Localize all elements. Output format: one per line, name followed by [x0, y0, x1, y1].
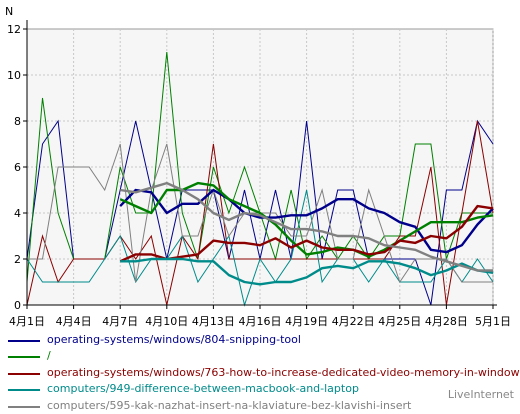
- legend-item: operating-systems/windows/763-how-to-inc…: [8, 365, 520, 381]
- series-group: [26, 51, 494, 307]
- legend-item: computers/595-kak-nazhat-insert-na-klavi…: [8, 398, 520, 414]
- legend-swatch: [8, 405, 40, 408]
- legend-label: computers/949-difference-between-macbook…: [47, 382, 359, 396]
- y-tick-label: 2: [14, 253, 21, 266]
- y-ticks: 0 2 4 6 8 10 12: [7, 23, 27, 312]
- legend-label: computers/595-kak-nazhat-insert-na-klavi…: [47, 398, 412, 412]
- x-tick-label: 4月22日: [332, 315, 375, 328]
- x-tick-label: 4月1日: [9, 315, 45, 328]
- legend-item: computers/949-difference-between-macbook…: [8, 381, 520, 397]
- legend-swatch: [8, 372, 40, 375]
- y-tick-label: 6: [14, 161, 21, 174]
- legend-label: /: [47, 349, 51, 363]
- x-tick-label: 5月1日: [475, 315, 511, 328]
- x-tick-label: 4月28日: [425, 315, 468, 328]
- series-3-trend-line: [119, 204, 494, 263]
- x-tick-label: 4月10日: [145, 315, 188, 328]
- legend-swatch: [8, 356, 40, 359]
- x-tick-label: 4月4日: [56, 315, 92, 328]
- footer-brand: LiveInternet: [447, 388, 514, 401]
- legend-swatch: [8, 389, 40, 392]
- y-tick-label: 10: [7, 69, 21, 82]
- y-tick-label: 12: [7, 23, 21, 36]
- x-tick-label: 4月16日: [239, 315, 282, 328]
- x-tick-label: 4月25日: [378, 315, 421, 328]
- y-tick-label: 0: [14, 299, 21, 312]
- y-tick-label: 4: [14, 207, 21, 220]
- y-tick-label: 8: [14, 115, 21, 128]
- series-1-trend-line: [119, 188, 494, 254]
- x-ticks: 4月1日 4月4日 4月7日 4月10日 4月13日 4月16日 4月19日 4月22日 4月2…: [9, 305, 511, 328]
- x-tick-label: 4月19日: [285, 315, 328, 328]
- series-4-daily-line: [26, 189, 494, 307]
- legend: operating-systems/windows/804-snipping-t…: [8, 332, 520, 414]
- legend-label: operating-systems/windows/763-how-to-inc…: [47, 365, 520, 379]
- y-axis-label: N: [5, 5, 13, 18]
- legend-item: /: [8, 348, 520, 364]
- x-tick-label: 4月7日: [102, 315, 138, 328]
- x-tick-label: 4月13日: [192, 315, 235, 328]
- legend-item: operating-systems/windows/804-snipping-t…: [8, 332, 520, 348]
- legend-swatch: [8, 340, 40, 342]
- series-4-trend-line: [120, 257, 494, 286]
- series-5-trend-line: [120, 181, 493, 272]
- legend-label: operating-systems/windows/804-snipping-t…: [47, 333, 301, 346]
